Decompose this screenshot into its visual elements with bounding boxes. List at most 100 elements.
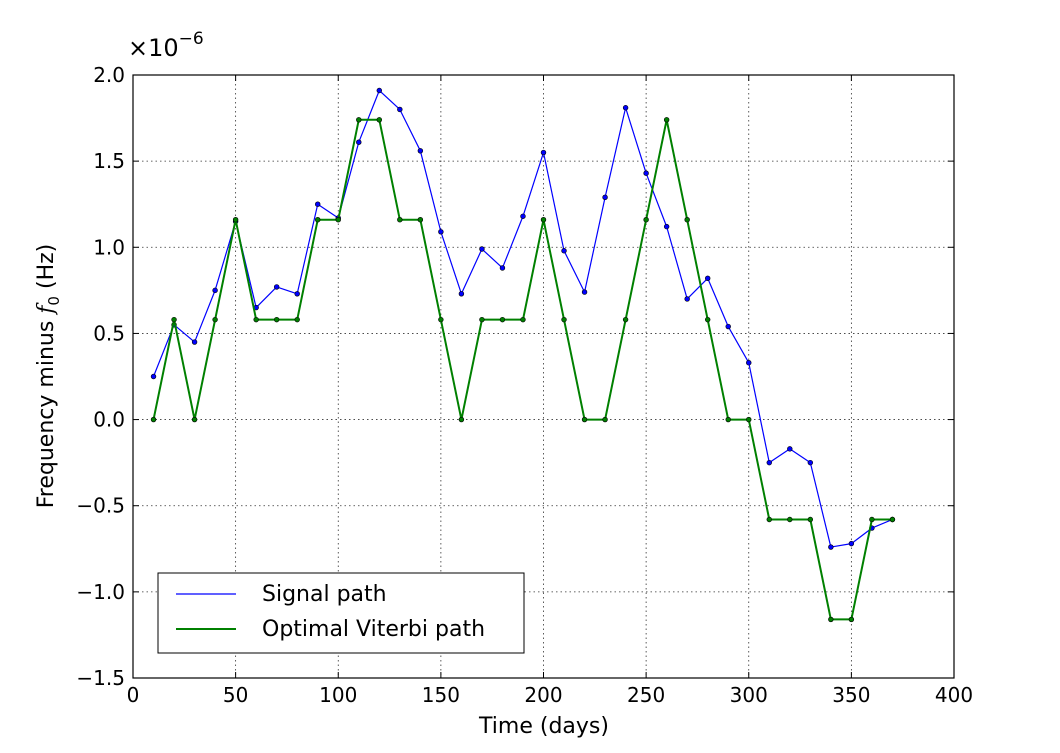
data-point-optimal-viterbi-path (273, 316, 280, 323)
data-point-optimal-viterbi-path (704, 316, 711, 323)
data-point-signal-path (294, 291, 300, 297)
y-axis-label-subscript: 0 (45, 296, 63, 306)
series-line-optimal-viterbi-path (152, 118, 893, 621)
data-point-optimal-viterbi-path (602, 416, 608, 423)
data-point-optimal-viterbi-path (766, 516, 772, 523)
data-point-signal-path (397, 106, 403, 113)
data-point-optimal-viterbi-path (746, 416, 752, 423)
y-tick-label: −1.0 (76, 580, 125, 604)
x-tick-label: 400 (935, 683, 973, 707)
data-point-signal-path (684, 296, 690, 302)
x-tick-label: 300 (730, 683, 768, 707)
data-point-signal-path (417, 148, 424, 154)
y-multiplier-exponent: −6 (179, 29, 204, 49)
data-point-optimal-viterbi-path (191, 416, 198, 423)
data-point-signal-path (663, 223, 670, 230)
legend-label-signal-path: Signal path (262, 582, 387, 607)
data-point-signal-path (438, 229, 444, 235)
data-point-optimal-viterbi-path (725, 416, 731, 423)
data-point-signal-path (807, 459, 814, 466)
data-point-signal-path (561, 248, 567, 254)
data-point-optimal-viterbi-path (622, 316, 629, 323)
ticks (132, 74, 955, 679)
data-point-signal-path (766, 459, 772, 466)
y-tick-label: −1.5 (76, 666, 125, 690)
data-point-signal-path (150, 373, 157, 380)
data-point-optimal-viterbi-path (663, 117, 670, 123)
data-point-optimal-viterbi-path (499, 316, 506, 323)
data-point-optimal-viterbi-path (253, 316, 259, 323)
data-point-optimal-viterbi-path (479, 316, 485, 323)
data-point-signal-path (273, 284, 280, 290)
data-point-optimal-viterbi-path (561, 316, 567, 323)
x-axis-label: Time (days) (478, 714, 609, 739)
data-point-signal-path (828, 544, 834, 550)
data-point-signal-path (643, 170, 649, 176)
y-tick-label: 1.0 (93, 235, 125, 259)
data-point-signal-path (725, 323, 731, 330)
data-point-optimal-viterbi-path (417, 217, 424, 223)
data-point-optimal-viterbi-path (397, 217, 403, 223)
x-tick-label: 150 (422, 683, 460, 707)
data-point-optimal-viterbi-path (232, 217, 239, 223)
data-point-optimal-viterbi-path (520, 316, 526, 323)
data-point-optimal-viterbi-path (438, 316, 444, 323)
data-point-signal-path (520, 213, 526, 219)
data-point-signal-path (212, 287, 218, 294)
data-point-optimal-viterbi-path (684, 217, 690, 223)
data-point-signal-path (848, 540, 855, 547)
data-point-signal-path (191, 339, 198, 345)
y-tick-labels: −1.5 −1.0 −0.5 0.0 0.5 1.0 1.5 2.0 (76, 63, 125, 690)
y-axis-label-text: Frequency minus (34, 321, 59, 509)
data-point-optimal-viterbi-path (869, 516, 875, 523)
data-point-optimal-viterbi-path (828, 616, 834, 623)
data-point-optimal-viterbi-path (376, 117, 382, 123)
data-point-signal-path (356, 139, 362, 145)
data-point-signal-path (499, 265, 506, 271)
data-point-signal-path (376, 87, 382, 94)
y-axis-label-unit: (Hz) (34, 244, 59, 289)
data-point-signal-path (622, 105, 629, 111)
data-point-optimal-viterbi-path (458, 416, 465, 423)
x-tick-label: 350 (832, 683, 870, 707)
x-tick-label: 50 (223, 683, 248, 707)
data-point-optimal-viterbi-path (315, 217, 321, 223)
data-point-optimal-viterbi-path (212, 316, 218, 323)
data-point-signal-path (540, 149, 547, 156)
data-point-signal-path (787, 446, 793, 452)
data-point-optimal-viterbi-path (335, 217, 341, 223)
data-point-optimal-viterbi-path (643, 217, 649, 223)
y-axis-label: Frequency minus f0 (Hz) (34, 244, 63, 509)
data-point-optimal-viterbi-path (848, 616, 855, 623)
data-point-optimal-viterbi-path (889, 516, 896, 523)
data-point-signal-path (479, 246, 485, 252)
data-point-signal-path (602, 194, 608, 201)
y-tick-label: 1.5 (93, 149, 125, 173)
legend-label-optimal-viterbi-path: Optimal Viterbi path (262, 617, 485, 642)
legend-box (157, 572, 525, 654)
y-multiplier-base: ×10 (128, 34, 179, 62)
y-tick-label: 0.5 (93, 321, 125, 345)
data-point-optimal-viterbi-path (581, 416, 588, 423)
x-tick-label: 100 (319, 683, 357, 707)
y-multiplier: ×10−6 (128, 29, 204, 62)
y-tick-label: −0.5 (76, 494, 125, 518)
data-point-optimal-viterbi-path (171, 316, 177, 323)
data-point-optimal-viterbi-path (356, 117, 362, 123)
x-tick-label: 0 (127, 683, 140, 707)
data-point-signal-path (581, 289, 588, 295)
data-point-signal-path (704, 275, 711, 281)
data-point-optimal-viterbi-path (540, 217, 547, 223)
series-layer (150, 87, 896, 623)
data-point-optimal-viterbi-path (807, 516, 814, 523)
data-point-optimal-viterbi-path (294, 316, 300, 323)
x-tick-labels: 0 50 100 150 200 250 300 350 400 (127, 683, 973, 707)
legend: Signal path Optimal Viterbi path (157, 572, 525, 654)
x-tick-label: 200 (524, 683, 562, 707)
data-point-signal-path (746, 360, 752, 366)
data-point-signal-path (458, 291, 465, 297)
data-point-optimal-viterbi-path (150, 416, 157, 423)
data-point-optimal-viterbi-path (787, 516, 793, 523)
data-point-signal-path (315, 201, 321, 207)
